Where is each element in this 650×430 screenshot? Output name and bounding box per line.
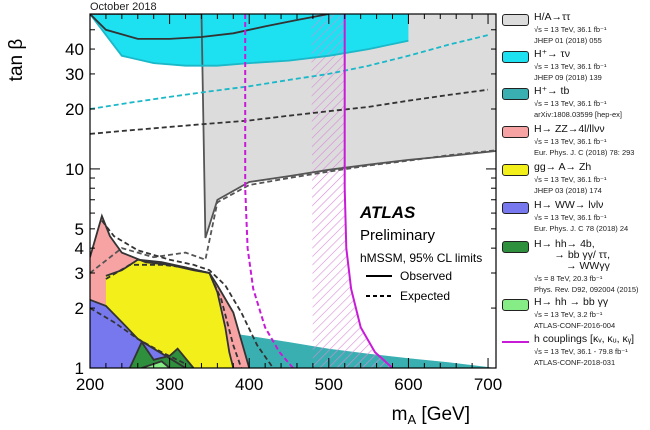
expected-line-8: [244, 14, 294, 368]
legend-label: H→ hh→ 4b, → bb γγ/ ττ, → WWγγ: [534, 238, 610, 272]
observed-key-label: Observed: [400, 269, 452, 283]
legend-entry: H⁺→ τν √s = 13 TeV, 36.1 fb⁻¹ JHEP 09 (201…: [500, 49, 648, 86]
legend-sub: JHEP 03 (2018) 174: [534, 186, 602, 195]
x-tick-label: 600: [394, 375, 422, 394]
x-tick-label: 500: [315, 375, 343, 394]
model-label: hMSSM, 95% CL limits: [360, 251, 482, 265]
legend-label: H⁺→ tb: [534, 85, 570, 97]
legend-label: H/A→ττ: [534, 11, 571, 23]
legend-entry: H→ hh → bb γγ √s = 13 TeV, 3.2 fb⁻¹ ATLAS-…: [500, 297, 648, 334]
x-tick-label: 700: [474, 375, 502, 394]
legend-sub: ATLAS-CONF-2016-004: [534, 321, 616, 330]
y-tick-label: 3: [75, 264, 84, 283]
hww-excluded-region: [90, 299, 186, 368]
legend-sub: Phys. Rev. D92, 092004 (2015): [534, 285, 639, 294]
legend-swatch: [502, 164, 529, 176]
legend-entry: H/A→ττ √s = 13 TeV, 36.1 fb⁻¹ JHEP 01 (201…: [500, 12, 648, 49]
y-axis-title: tan β: [6, 39, 27, 82]
legend: H/A→ττ √s = 13 TeV, 36.1 fb⁻¹ JHEP 01 (201…: [500, 12, 648, 374]
legend-sub: √s = 13 TeV, 3.2 fb⁻¹: [534, 310, 603, 319]
legend-swatch: [502, 241, 529, 253]
y-tick-label: 30: [65, 65, 84, 84]
legend-entry: H⁺→ tb √s = 13 TeV, 36.1 fb⁻¹ arXiv:1808.0…: [500, 86, 648, 124]
plot-frame: [89, 13, 497, 369]
legend-entry: h couplings [κᵥ, κᵤ, κᵧ] √s = 13 TeV, 36.…: [500, 334, 648, 374]
hcoupling-band: [311, 14, 393, 368]
legend-label: gg→ A→ Zh: [534, 161, 592, 173]
y-tick-label: 40: [65, 40, 84, 59]
annotations: ATLAS Preliminary hMSSM, 95% CL limits O…: [359, 203, 482, 303]
legend-sub: ATLAS-CONF-2018-031: [534, 358, 616, 367]
legend-swatch: [502, 202, 529, 214]
x-tick-label: 300: [155, 375, 183, 394]
legend-entry: H→ ZZ→4l/llνν √s = 13 TeV, 36.1 fb⁻¹ Eur. …: [500, 124, 648, 162]
atlas-label: ATLAS: [359, 203, 416, 222]
legend-sub: √s = 13 TeV, 36.1 fb⁻¹: [534, 99, 607, 108]
legend-label: h couplings [κᵥ, κᵤ, κᵧ]: [534, 333, 635, 345]
legend-sub: JHEP 01 (2018) 055: [534, 36, 602, 45]
expected-line-4: [105, 263, 243, 368]
legend-sub: √s = 13 TeV, 36.1 fb⁻¹: [534, 25, 607, 34]
legend-sub: Eur. Phys. J. C (2018) 78: 293: [534, 148, 635, 157]
legend-sub: JHEP 09 (2018) 139: [534, 73, 602, 82]
legend-swatch: [502, 51, 529, 63]
legend-entry: H→ hh→ 4b, → bb γγ/ ττ, → WWγγ √s = 8 TeV…: [500, 239, 648, 297]
legend-label: H→ ZZ→4l/llνν: [534, 123, 605, 135]
x-tick-label: 200: [76, 375, 104, 394]
y-tick-label: 10: [65, 160, 84, 179]
legend-sub: √s = 13 TeV, 36.1 fb⁻¹: [534, 213, 607, 222]
date-label: October 2018: [90, 1, 157, 13]
preliminary-label: Preliminary: [360, 227, 436, 244]
observed-line-7: [141, 360, 171, 368]
legend-sub: arXiv:1808.03599 [hep-ex]: [534, 110, 622, 119]
observed-line-6: [128, 340, 195, 368]
legend-swatch: [502, 341, 529, 343]
x-axis-title: mA [GeV]: [392, 404, 470, 427]
legend-entry: H→ WW→ lνlν √s = 13 TeV, 36.1 fb⁻¹ Eur. Ph…: [500, 200, 648, 239]
y-tick-label: 20: [65, 100, 84, 119]
legend-sub: √s = 13 TeV, 36.1 fb⁻¹: [534, 175, 607, 184]
y-tick-label: 2: [75, 299, 84, 318]
legend-swatch: [502, 88, 529, 100]
legend-swatch: [502, 299, 529, 311]
observed-line-0: [90, 14, 496, 239]
x-tick-label: 400: [235, 375, 263, 394]
expected-key-label: Expected: [400, 289, 450, 303]
legend-sub: √s = 13 TeV, 36.1 fb⁻¹: [534, 137, 607, 146]
expected-line-3: [101, 220, 274, 368]
legend-label: H→ WW→ lνlν: [534, 199, 604, 211]
legend-sub: Eur. Phys. J. C 78 (2018) 24: [534, 224, 629, 233]
legend-entry: gg→ A→ Zh √s = 13 TeV, 36.1 fb⁻¹ JHEP 03 (…: [500, 162, 648, 200]
legend-label: H→ hh → bb γγ: [534, 296, 609, 308]
legend-sub: √s = 13 TeV, 36.1 - 79.8 fb⁻¹: [534, 347, 628, 356]
expected-line-5: [90, 307, 186, 365]
legend-swatch: [502, 14, 529, 26]
legend-swatch: [502, 126, 529, 138]
observed-line-2: [90, 14, 329, 40]
observed-line-1: [90, 14, 409, 67]
expected-line-0: [90, 149, 496, 274]
y-tick-label: 5: [75, 220, 84, 239]
legend-label: H⁺→ τν: [534, 48, 570, 60]
y-tick-label: 4: [75, 239, 84, 258]
expected-line-2: [90, 88, 489, 135]
y-tick-label: 1: [75, 359, 84, 378]
htautau-excluded-region: [90, 14, 496, 238]
plot-area: [90, 14, 496, 368]
legend-sub: √s = 13 TeV, 36.1 fb⁻¹: [534, 62, 607, 71]
legend-sub: √s = 8 TeV, 20.3 fb⁻¹: [534, 274, 603, 283]
expected-line-1: [90, 34, 489, 110]
observed-line-8: [343, 14, 394, 368]
